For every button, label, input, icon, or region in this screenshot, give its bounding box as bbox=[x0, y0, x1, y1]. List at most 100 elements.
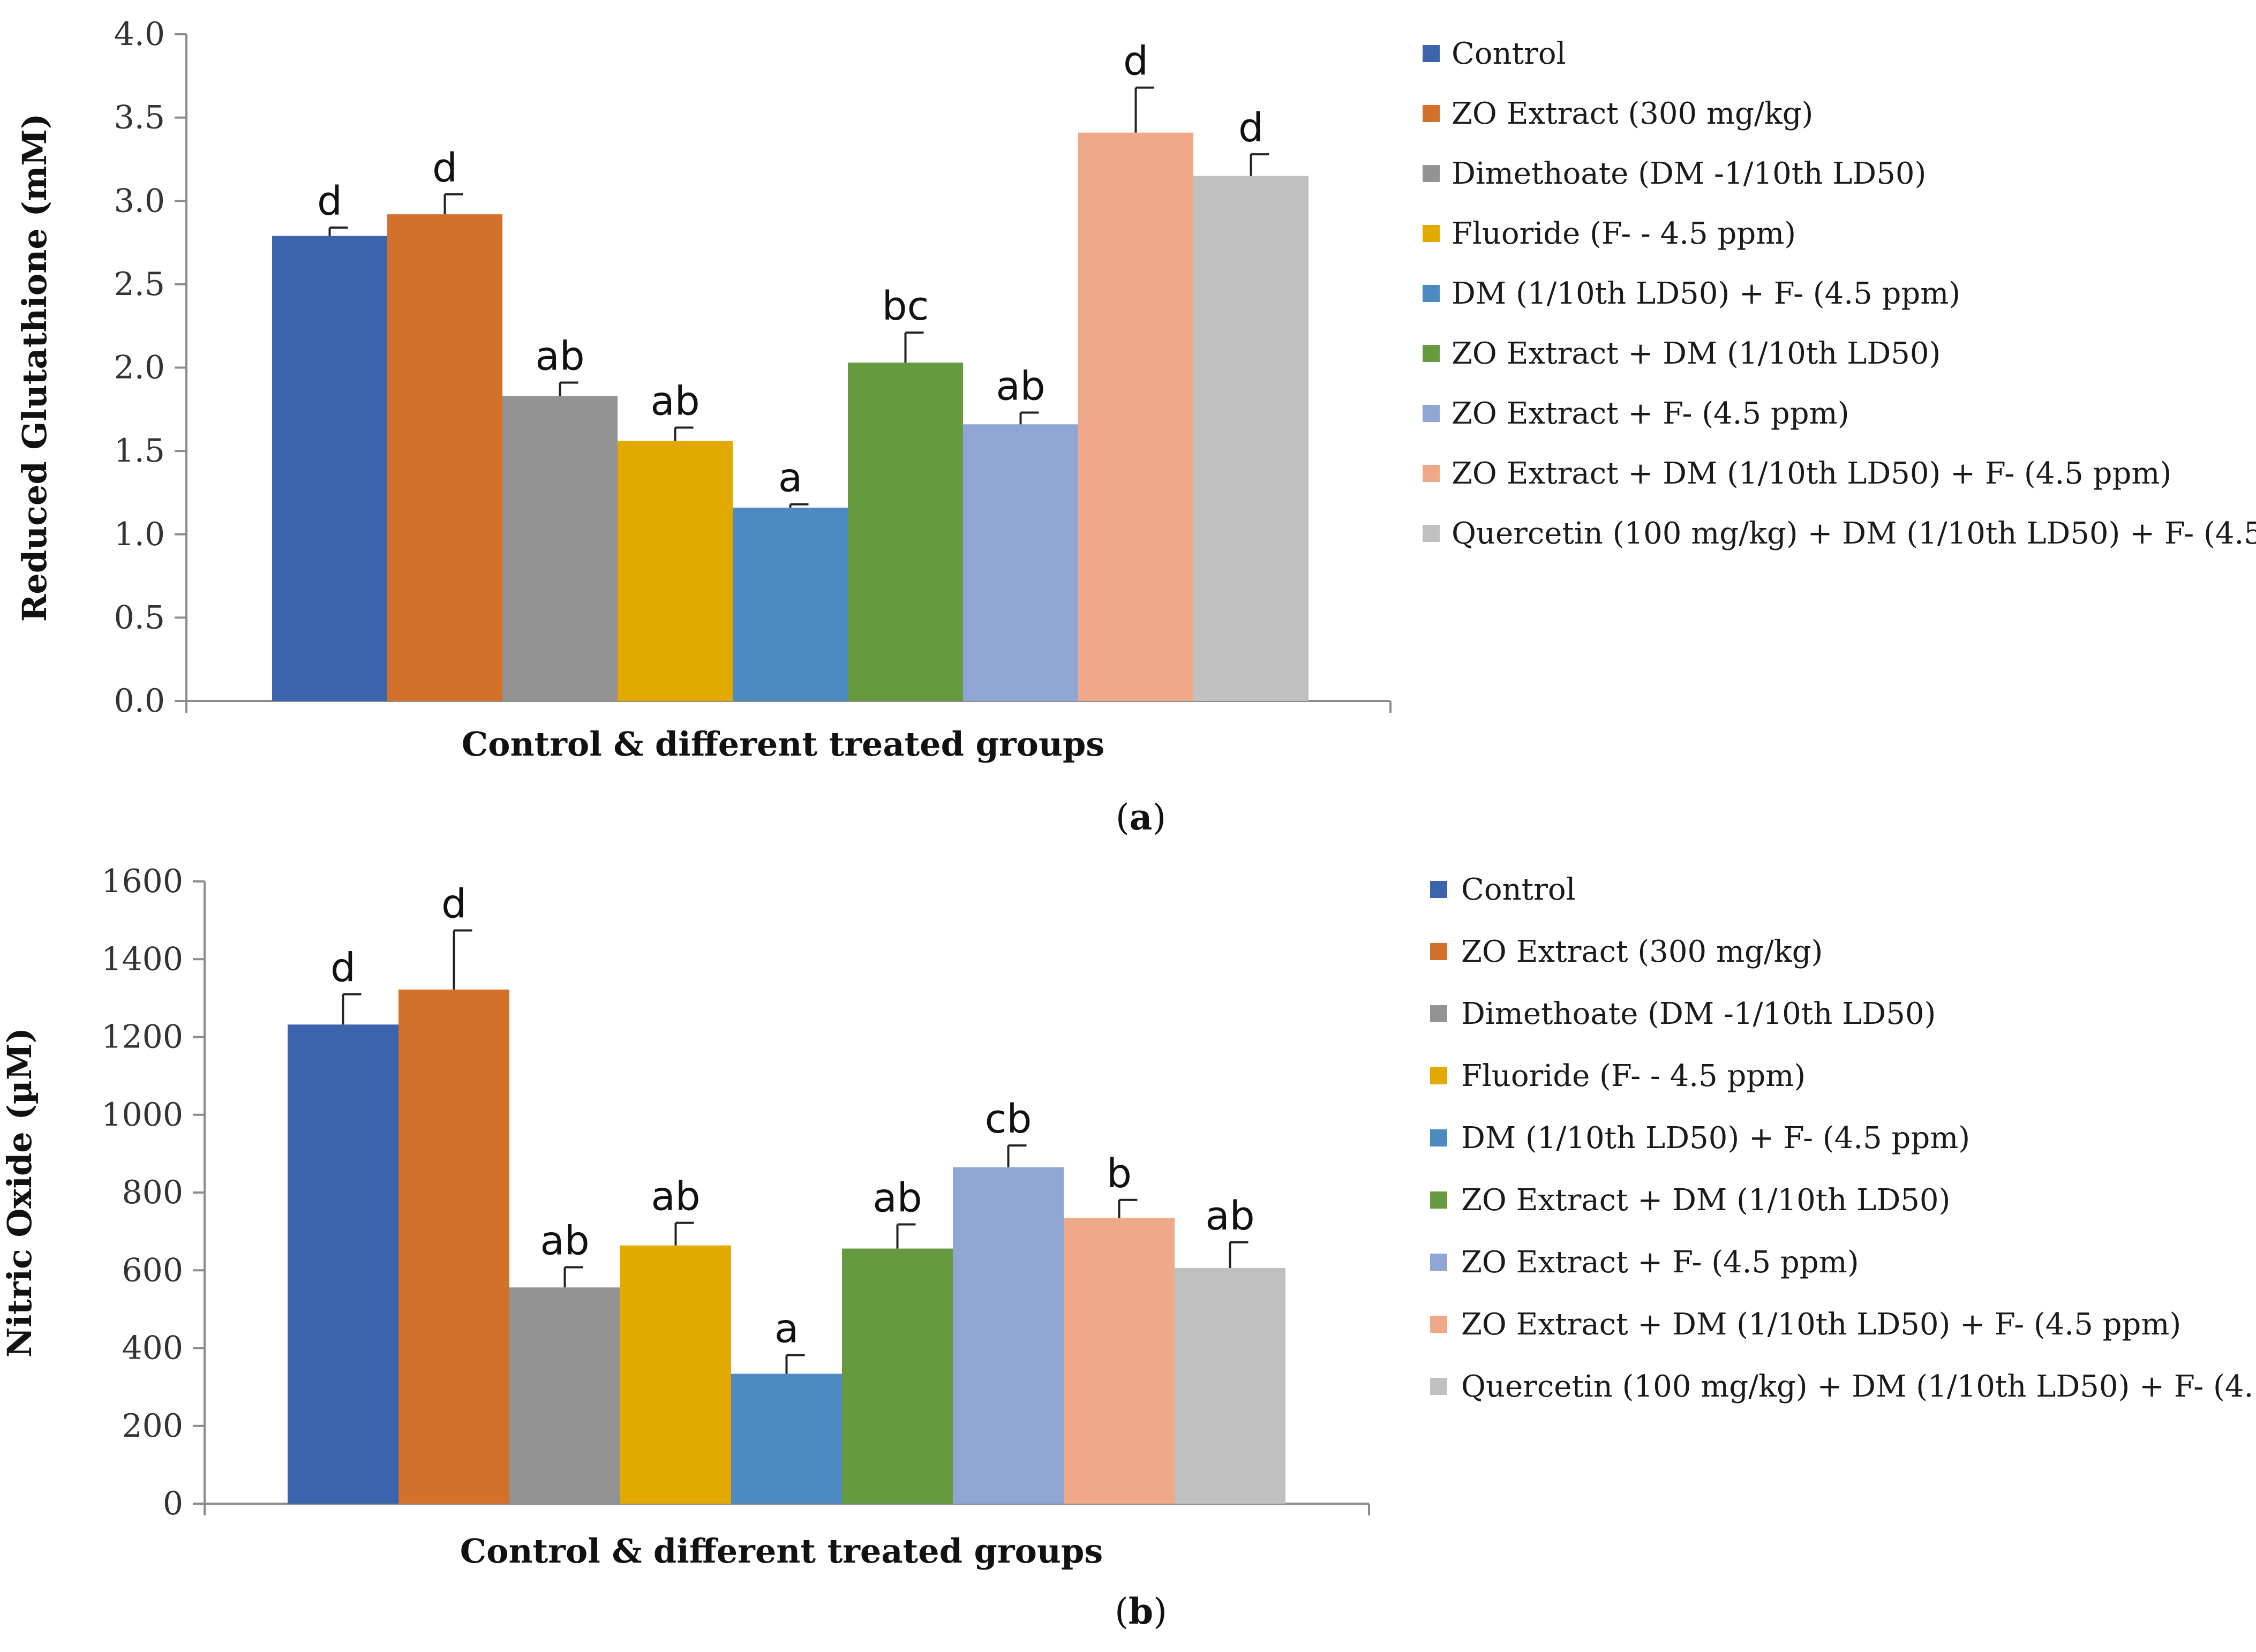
significance-label-8: d bbox=[1123, 39, 1148, 85]
legend-label-6: ZO Extract + DM (1/10th LD50) bbox=[1452, 336, 1941, 371]
legend-label-7: ZO Extract + F- (4.5 ppm) bbox=[1452, 396, 1849, 431]
legend-label-2: ZO Extract (300 mg/kg) bbox=[1452, 96, 1813, 131]
legend-label-6: ZO Extract + DM (1/10th LD50) bbox=[1461, 1183, 1950, 1218]
legend-label-8: ZO Extract + DM (1/10th LD50) + F- (4.5 … bbox=[1461, 1307, 2181, 1342]
panel-label: (b) bbox=[1115, 1590, 1167, 1632]
y-tick-label: 1400 bbox=[101, 940, 183, 978]
bar-9 bbox=[1175, 1268, 1285, 1504]
y-tick-label: 1200 bbox=[101, 1019, 183, 1056]
legend-swatch-9 bbox=[1430, 1378, 1447, 1395]
significance-label-7: ab bbox=[996, 364, 1045, 410]
significance-label-9: ab bbox=[1205, 1193, 1254, 1239]
legend-label-5: DM (1/10th LD50) + F- (4.5 ppm) bbox=[1461, 1121, 1970, 1156]
legend-label-5: DM (1/10th LD50) + F- (4.5 ppm) bbox=[1452, 276, 1960, 311]
legend-swatch-6 bbox=[1430, 1191, 1447, 1209]
bar-5 bbox=[733, 507, 848, 701]
bar-6 bbox=[842, 1248, 953, 1504]
y-tick-label: 3.5 bbox=[114, 99, 165, 137]
significance-label-8: b bbox=[1107, 1151, 1132, 1197]
significance-label-2: d bbox=[441, 881, 467, 927]
legend-swatch-8 bbox=[1423, 465, 1440, 482]
legend-swatch-3 bbox=[1423, 165, 1440, 182]
legend-swatch-6 bbox=[1423, 345, 1440, 362]
legend-label-8: ZO Extract + DM (1/10th LD50) + F- (4.5 … bbox=[1452, 456, 2171, 491]
legend-swatch-1 bbox=[1423, 45, 1440, 62]
bar-1 bbox=[272, 236, 387, 701]
legend-swatch-7 bbox=[1423, 405, 1440, 422]
x-axis-title: Control & different treated groups bbox=[462, 725, 1104, 764]
bar-3 bbox=[502, 396, 618, 701]
significance-label-6: ab bbox=[873, 1175, 922, 1221]
legend-swatch-2 bbox=[1430, 943, 1447, 960]
legend: Control ZO Extract (300 mg/kg) Dimethoate … bbox=[1430, 872, 2256, 1404]
y-axis-title: Reduced Glutathione (mM) bbox=[15, 114, 54, 622]
chart-panel-a: 0.0 0.5 1.0 1.5 2.0 2.5 3.0 3.5 4.0 d d ab ab a bc ab d d… bbox=[15, 16, 2256, 838]
legend-label-2: ZO Extract (300 mg/kg) bbox=[1461, 934, 1823, 969]
bar-6 bbox=[848, 363, 963, 701]
y-tick-label: 800 bbox=[122, 1174, 183, 1211]
bar-4 bbox=[618, 441, 733, 701]
legend-swatch-8 bbox=[1430, 1316, 1447, 1333]
legend: Control ZO Extract (300 mg/kg) Dimethoate … bbox=[1423, 36, 2256, 551]
significance-label-1: d bbox=[330, 945, 356, 991]
bar-7 bbox=[963, 424, 1078, 701]
y-tick-label: 0.5 bbox=[114, 599, 165, 636]
legend-label-7: ZO Extract + F- (4.5 ppm) bbox=[1461, 1245, 1859, 1280]
legend-label-1: Control bbox=[1452, 36, 1566, 71]
legend-label-3: Dimethoate (DM -1/10th LD50) bbox=[1461, 997, 1936, 1031]
significance-label-9: d bbox=[1238, 105, 1264, 151]
significance-label-1: d bbox=[317, 178, 342, 224]
y-tick-label: 1000 bbox=[101, 1096, 183, 1134]
legend-swatch-2 bbox=[1423, 105, 1440, 122]
bar-8 bbox=[1078, 132, 1193, 701]
y-tick-label: 3.0 bbox=[114, 182, 165, 220]
bar-1 bbox=[288, 1024, 398, 1504]
legend-swatch-4 bbox=[1430, 1067, 1447, 1084]
significance-label-6: bc bbox=[882, 283, 929, 329]
legend-swatch-3 bbox=[1430, 1005, 1447, 1022]
significance-label-4: ab bbox=[650, 379, 700, 425]
legend-swatch-7 bbox=[1430, 1254, 1447, 1271]
legend-label-9: Quercetin (100 mg/kg) + DM (1/10th LD50)… bbox=[1452, 516, 2256, 551]
y-tick-label: 4.0 bbox=[114, 16, 165, 53]
legend-label-1: Control bbox=[1461, 872, 1576, 907]
bar-2 bbox=[398, 989, 509, 1504]
legend-swatch-1 bbox=[1430, 881, 1447, 898]
legend-swatch-5 bbox=[1423, 285, 1440, 302]
y-tick-label: 0.0 bbox=[114, 682, 165, 720]
y-tick-label: 0 bbox=[163, 1485, 183, 1522]
y-tick-label: 600 bbox=[122, 1251, 183, 1289]
bar-2 bbox=[387, 214, 502, 701]
panel-letter: a bbox=[1130, 796, 1153, 838]
significance-label-7: cb bbox=[985, 1096, 1032, 1142]
x-axis-title: Control & different treated groups bbox=[460, 1532, 1103, 1571]
legend-label-4: Fluoride (F- - 4.5 ppm) bbox=[1452, 216, 1796, 251]
legend-swatch-5 bbox=[1430, 1129, 1447, 1146]
y-tick-label: 400 bbox=[122, 1330, 183, 1367]
significance-label-3: ab bbox=[535, 334, 584, 380]
legend-swatch-9 bbox=[1423, 525, 1440, 542]
bar-7 bbox=[953, 1167, 1064, 1504]
legend-label-4: Fluoride (F- - 4.5 ppm) bbox=[1461, 1059, 1806, 1093]
chart-panel-b: 0 200 400 600 800 1000 1200 1400 1600 d d ab ab a ab cb… bbox=[0, 863, 2256, 1632]
significance-label-4: ab bbox=[651, 1174, 700, 1220]
significance-label-5: a bbox=[774, 1306, 799, 1352]
legend-label-9: Quercetin (100 mg/kg) + DM (1/10th LD50)… bbox=[1461, 1369, 2256, 1404]
panel-letter: b bbox=[1129, 1590, 1153, 1632]
bar-3 bbox=[509, 1287, 620, 1504]
significance-label-2: d bbox=[432, 145, 457, 191]
y-axis-title: Nitric Oxide (µM) bbox=[0, 1028, 39, 1357]
y-tick-label: 200 bbox=[122, 1407, 183, 1445]
y-tick-label: 2.0 bbox=[114, 349, 165, 387]
significance-label-5: a bbox=[778, 455, 802, 501]
bar-4 bbox=[620, 1245, 731, 1504]
y-tick-label: 2.5 bbox=[114, 266, 165, 303]
bar-5 bbox=[731, 1374, 842, 1504]
legend-swatch-4 bbox=[1423, 225, 1440, 242]
significance-label-3: ab bbox=[540, 1218, 589, 1264]
y-tick-label: 1.0 bbox=[114, 516, 165, 553]
y-tick-label: 1.5 bbox=[114, 432, 165, 470]
panel-label: (a) bbox=[1116, 796, 1166, 838]
bar-8 bbox=[1064, 1218, 1175, 1504]
